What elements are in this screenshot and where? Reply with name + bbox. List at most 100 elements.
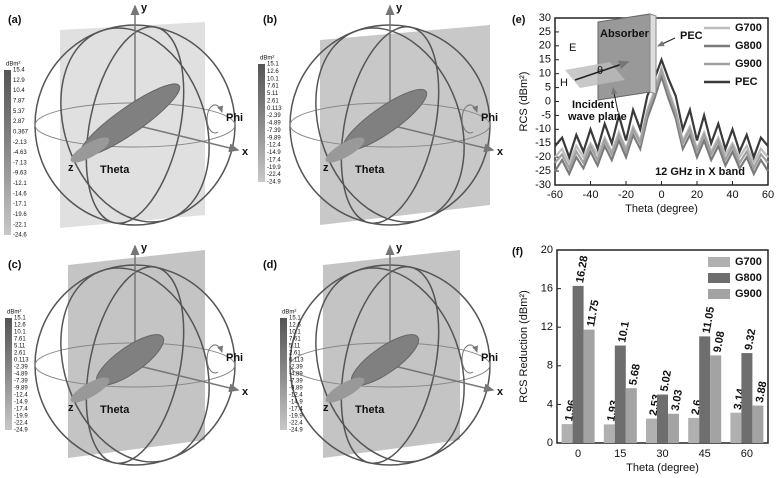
colorbar-label: -19.9 (267, 165, 281, 171)
sphere-meridian (315, 27, 465, 223)
colorbar-label: -12.1 (13, 181, 27, 187)
inset-arrow (657, 37, 676, 47)
axis-x (134, 364, 240, 393)
y-tick-label: 30 (539, 12, 551, 24)
inset-label: E (569, 42, 576, 54)
bar (646, 418, 657, 443)
y-tick-label: -15 (535, 137, 551, 149)
y-tick-label: -10 (535, 123, 551, 135)
colorbar-label: -22.4 (14, 421, 28, 427)
theta-label: Theta (355, 164, 385, 176)
x-tick-label: 30 (656, 448, 668, 460)
colorbar-label: -2.39 (267, 113, 281, 119)
colorbar-label: -14.6 (13, 191, 27, 197)
radiation-lobe (325, 377, 365, 403)
colorbar-label: 7.87 (13, 99, 25, 105)
x-tick-label: -20 (618, 189, 634, 201)
colorbar-label: -14.9 (267, 150, 281, 156)
colorbar-label: 2.87 (13, 119, 25, 125)
series-line (554, 72, 769, 177)
x-tick-label: 40 (726, 189, 738, 201)
legend-label: G800 (735, 40, 762, 52)
bar (561, 424, 573, 443)
x-tick-label: -60 (547, 189, 563, 201)
axis-label: y (141, 2, 148, 14)
axis-label: z (323, 162, 329, 174)
colorbar-label: -22.4 (289, 421, 303, 427)
inset-absorber (597, 13, 651, 101)
inset-label: θ (597, 65, 603, 77)
colorbar-label: -12.4 (14, 393, 28, 399)
inset-label: H (560, 77, 568, 89)
axis-x (134, 124, 240, 153)
colorbar-label: 12.6 (14, 323, 26, 329)
x-tick-label: 0 (658, 189, 664, 201)
colorbar-label: -9.89 (267, 135, 281, 141)
colorbar-label: -17.4 (14, 407, 28, 413)
radiation-lobe (325, 137, 365, 163)
colorbar-label: 15.1 (267, 62, 279, 68)
colorbar-label: -9.89 (14, 386, 28, 392)
colorbar-label: 10.1 (289, 330, 301, 336)
phi-arc (206, 104, 223, 134)
axis-x (389, 124, 495, 153)
inset-label: Incident (572, 99, 615, 111)
colorbar-label: -17.1 (13, 202, 27, 208)
panel-label: (d) (263, 259, 277, 271)
colorbar-label: -2.39 (289, 365, 303, 371)
colorbar-unit: dBm² (282, 310, 296, 316)
value-label: 11.05 (701, 306, 717, 335)
colorbar-label: 7.61 (14, 337, 26, 343)
value-label: 11.75 (585, 299, 601, 328)
colorbar-label: 0.367 (13, 129, 29, 135)
colorbar-label: 5.11 (14, 344, 26, 350)
colorbar-label: 10.4 (13, 88, 25, 94)
colorbar-label: 12.6 (267, 69, 279, 75)
bar (710, 355, 722, 443)
colorbar-label: -4.63 (13, 150, 27, 156)
panel-label: (e) (512, 14, 526, 26)
colorbar-label: 5.37 (13, 109, 25, 115)
radiation-lobe (70, 377, 110, 403)
colorbar-label: -4.89 (289, 372, 303, 378)
sphere-meridian (85, 25, 185, 225)
series-line (554, 67, 769, 171)
series-line (554, 56, 769, 161)
bar (625, 388, 637, 443)
colorbar-label: -24.9 (14, 428, 28, 434)
x-tick-label: 15 (614, 448, 626, 460)
y-tick-label: 12 (541, 321, 553, 333)
colorbar-label: -14.9 (289, 400, 303, 406)
value-label: 9.32 (743, 328, 759, 351)
bar (688, 417, 700, 443)
colorbar-label: 2.61 (14, 351, 26, 357)
annotation: 12 GHz in X band (655, 166, 745, 178)
legend-swatch (708, 273, 730, 283)
panel-label: (a) (8, 14, 22, 26)
axis-label: x (497, 146, 504, 158)
inset-arrow (574, 60, 630, 81)
colorbar (5, 318, 12, 430)
phi-label: Phi (226, 112, 243, 124)
axis-label: y (396, 242, 403, 254)
colorbar-label: -2.13 (13, 140, 27, 146)
y-tick-label: 15 (539, 54, 551, 66)
colorbar (258, 64, 265, 182)
axis-label: x (497, 386, 504, 398)
bar (572, 285, 584, 443)
colorbar-label: -9.89 (289, 386, 303, 392)
x-tick-label: 60 (762, 189, 774, 201)
colorbar (280, 318, 287, 430)
colorbar-label: -19.9 (14, 414, 28, 420)
colorbar-label: -9.63 (13, 171, 27, 177)
colorbar-label: -17.4 (267, 157, 281, 163)
colorbar-label: -19.6 (13, 212, 27, 218)
value-label: 5.02 (658, 369, 674, 392)
x-tick-label: 0 (575, 448, 581, 460)
x-axis-label: Theta (degree) (626, 462, 699, 474)
sphere-meridian (60, 267, 210, 463)
y-tick-label: 16 (541, 283, 553, 295)
inset-label: Absorber (600, 28, 650, 40)
colorbar-label: -24.9 (289, 428, 303, 434)
colorbar-label: 12.9 (13, 78, 25, 84)
